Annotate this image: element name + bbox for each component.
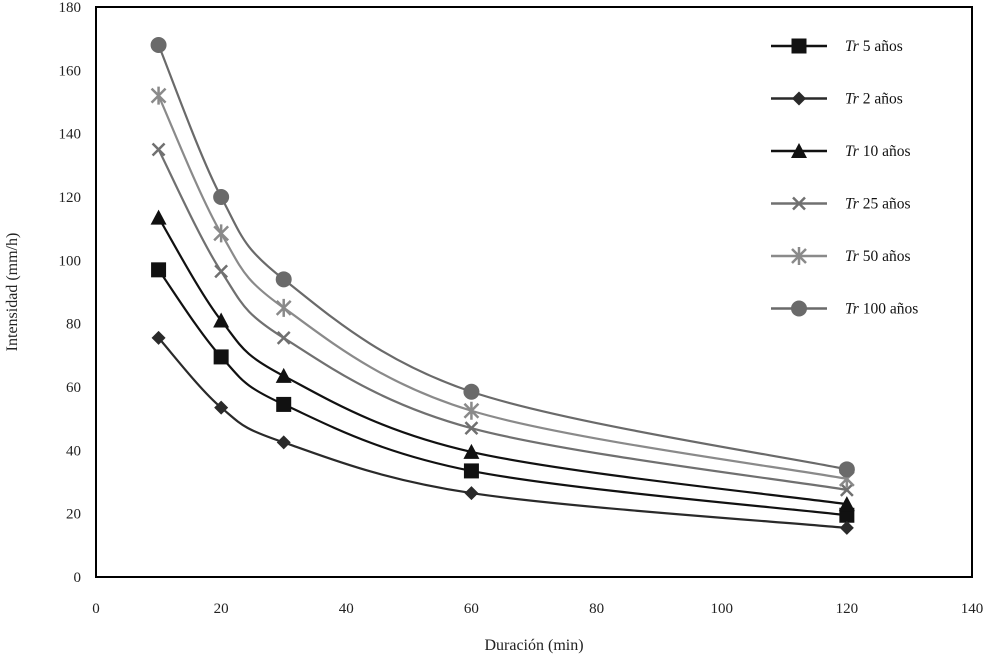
plot-area — [95, 6, 973, 578]
data-point — [838, 496, 855, 512]
data-point — [150, 209, 167, 225]
data-point — [213, 312, 230, 328]
data-point — [839, 507, 855, 523]
data-point — [463, 383, 480, 400]
legend-label: Tr 50 años — [845, 248, 910, 265]
series-line — [157, 44, 848, 471]
legend-label: Tr 100 años — [845, 301, 918, 318]
data-point — [214, 400, 229, 415]
legend-item: Tr 25 años — [771, 196, 910, 213]
legend-item: Tr 10 años — [771, 143, 910, 160]
legend-label: Tr 10 años — [845, 143, 910, 160]
series-line — [157, 269, 847, 517]
legend-label: Tr 2 años — [845, 91, 903, 108]
data-point — [275, 367, 292, 383]
y-tick-label: 20 — [66, 507, 81, 523]
y-axis-title: Intensidad (mm/h) — [4, 233, 21, 352]
legend-item: Tr 50 años — [771, 247, 910, 265]
y-tick-label: 80 — [66, 317, 81, 333]
data-point — [213, 349, 229, 365]
data-point — [213, 189, 230, 205]
x-tick-label: 40 — [339, 601, 354, 617]
legend-label: Tr 5 años — [845, 38, 903, 55]
legend-marker — [791, 143, 807, 158]
data-point — [214, 264, 229, 279]
data-point — [464, 486, 479, 501]
data-point — [275, 298, 292, 317]
x-tick-label: 140 — [961, 601, 984, 617]
legend-item: Tr 5 años — [771, 38, 903, 55]
series-line — [157, 95, 848, 480]
y-tick-label: 120 — [59, 190, 82, 206]
x-tick-label: 20 — [214, 601, 229, 617]
series-line — [157, 217, 848, 506]
y-tick-label: 40 — [66, 443, 81, 459]
y-tick-label: 100 — [59, 253, 82, 269]
y-tick-label: 60 — [66, 380, 81, 396]
x-tick-label: 60 — [464, 601, 479, 617]
data-point — [463, 443, 480, 459]
legend-item: Tr 100 años — [771, 300, 918, 318]
y-tick-label: 160 — [59, 63, 82, 79]
data-point — [464, 421, 479, 436]
data-point — [151, 330, 166, 345]
legend-marker — [792, 196, 806, 211]
x-tick-label: 100 — [710, 601, 733, 617]
x-axis-title: Duración (min) — [484, 637, 583, 654]
data-point — [150, 86, 167, 105]
y-tick-label: 140 — [59, 127, 82, 143]
data-point — [839, 483, 854, 497]
data-point — [275, 271, 292, 288]
data-point — [463, 401, 480, 420]
legend-marker — [792, 91, 806, 106]
x-tick-label: 120 — [836, 601, 859, 617]
legend-marker — [791, 300, 807, 317]
data-point — [151, 262, 167, 278]
data-point — [276, 331, 291, 345]
y-tick-label: 180 — [59, 0, 82, 16]
x-tick-label: 0 — [92, 601, 100, 617]
legend-item: Tr 2 años — [771, 91, 903, 108]
data-point — [276, 396, 292, 412]
data-point — [839, 520, 854, 535]
legend-label: Tr 25 años — [845, 196, 910, 213]
y-tick-label: 0 — [74, 570, 82, 586]
series-line — [157, 148, 848, 492]
data-point — [213, 224, 230, 243]
data-point — [150, 37, 167, 53]
x-tick-label: 80 — [589, 601, 604, 617]
legend-marker — [791, 247, 807, 265]
data-point — [151, 142, 166, 157]
data-point — [276, 435, 291, 450]
data-point — [838, 461, 855, 478]
series-line — [157, 337, 847, 530]
data-point — [463, 463, 479, 479]
legend-marker — [791, 38, 807, 54]
